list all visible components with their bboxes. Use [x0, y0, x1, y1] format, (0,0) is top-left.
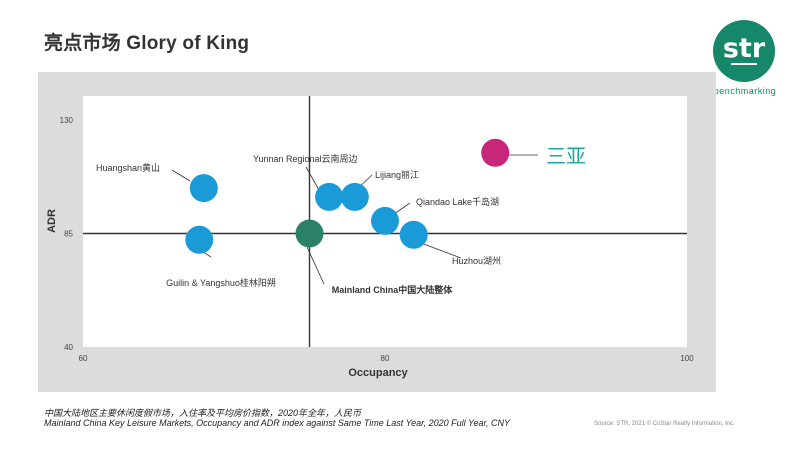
y-tick-label: 130	[60, 116, 74, 125]
logo-subtitle: benchmarking	[713, 86, 777, 96]
x-tick-label: 100	[680, 354, 694, 363]
leader-line	[306, 246, 325, 285]
x-tick-label: 60	[79, 354, 88, 363]
y-tick-label: 85	[64, 230, 73, 239]
label-qiandao: Qiandao Lake千岛湖	[416, 196, 499, 207]
x-axis-title: Occupancy	[348, 367, 408, 379]
y-axis-title: ADR	[46, 209, 58, 233]
label-huangshan: Huangshan黄山	[96, 162, 160, 173]
point-qiandao	[371, 206, 399, 235]
point-sanya	[481, 138, 510, 167]
leader-line	[420, 242, 462, 259]
logo-underline	[731, 63, 757, 65]
label-sanya: 三亚	[546, 146, 586, 168]
label-lijiang: Lijiang丽江	[375, 170, 419, 180]
label-mainland: Mainland China中国大陆整体	[332, 284, 454, 295]
point-yunnan	[315, 182, 344, 211]
page-title: 亮点市场 Glory of King	[44, 33, 250, 54]
leader-line	[393, 202, 411, 215]
x-tick-label: 80	[381, 354, 390, 363]
point-guilin	[185, 225, 214, 254]
footer-note-zh: 中国大陆地区主要休闲度假市场，入住率及平均房价指数，2020年全年，人民币	[44, 408, 362, 418]
point-mainland	[295, 219, 324, 248]
y-tick-label: 40	[64, 343, 73, 352]
label-guilin: Guilin & Yangshuo桂林阳朔	[166, 277, 276, 288]
label-huzhou: Huzhou湖州	[452, 256, 501, 266]
source-note: Source: STR, 2021 © CoStar Realty Inform…	[594, 421, 735, 427]
logo-text: str	[722, 33, 766, 64]
leader-line	[171, 169, 191, 182]
leader-line	[305, 166, 320, 191]
footer-note-en: Mainland China Key Leisure Markets, Occu…	[44, 418, 511, 428]
label-yunnan: Yunnan Regional云南周边	[253, 153, 358, 164]
point-huzhou	[399, 220, 428, 249]
point-huangshan	[189, 174, 218, 203]
str-logo: str	[713, 20, 775, 82]
point-lijiang	[340, 182, 369, 211]
